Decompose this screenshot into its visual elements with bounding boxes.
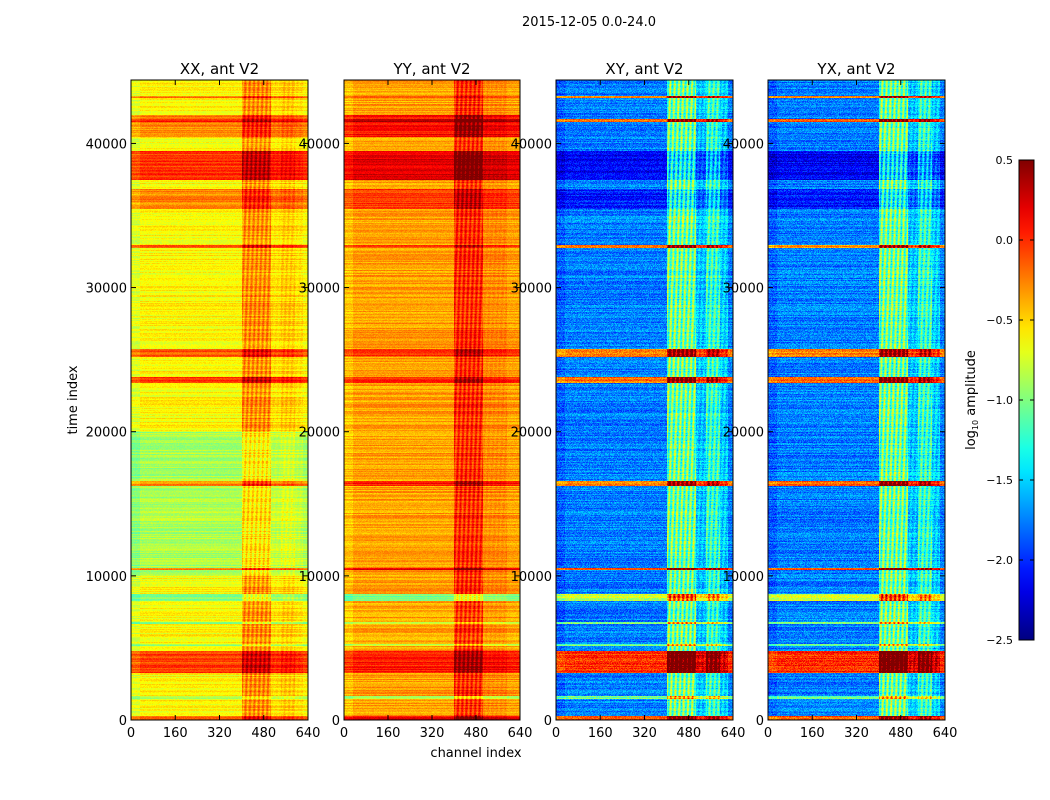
colorbar-tick-label: −1.5 [986,474,1013,487]
y-tick-label: 40000 [723,137,764,152]
x-tick-label: 0 [340,726,348,741]
x-tick-label: 0 [127,726,135,741]
x-tick-label: 0 [764,726,772,741]
x-tick-label: 320 [420,726,445,741]
x-tick-label: 320 [207,726,232,741]
panel-title-xx: XX, ant V2 [180,60,259,78]
y-tick-label: 20000 [511,426,552,441]
x-tick-label: 160 [163,726,188,741]
x-tick-label: 640 [296,726,321,741]
x-tick-label: 640 [933,726,958,741]
x-tick-label: 640 [721,726,746,741]
figure-title: 2015-12-05 0.0-24.0 [522,15,656,30]
panel-frame-xx [130,79,309,721]
y-tick-label: 0 [544,714,552,729]
x-tick-label: 160 [588,726,613,741]
y-tick-label: 10000 [86,570,127,585]
colorbar-tick-label: 0.5 [996,154,1014,167]
colorbar-tick-label: 0.0 [996,234,1014,247]
panel-title-yx: YX, ant V2 [816,60,895,78]
colorbar-tick-label: −2.5 [986,634,1013,647]
colorbar-tick-label: −2.0 [986,554,1013,567]
y-tick-label: 30000 [511,282,552,297]
y-tick-label: 30000 [86,282,127,297]
heatmap-yy [344,80,520,720]
colorbar-tick-label: −0.5 [986,314,1013,327]
heatmap-xx [131,80,308,720]
x-axis-label: channel index [430,746,521,761]
y-tick-label: 30000 [299,282,340,297]
x-tick-label: 480 [676,726,701,741]
y-tick-label: 0 [332,714,340,729]
y-tick-label: 10000 [511,570,552,585]
heatmap-xy [556,80,733,720]
panel-title-xy: XY, ant V2 [605,60,683,78]
x-tick-label: 320 [632,726,657,741]
y-tick-label: 30000 [723,282,764,297]
heatmap-yx [768,80,945,720]
x-tick-label: 320 [844,726,869,741]
panel-frame-yx [767,79,946,721]
y-tick-label: 20000 [86,426,127,441]
y-tick-label: 20000 [299,426,340,441]
x-tick-label: 480 [251,726,276,741]
y-tick-label: 10000 [299,570,340,585]
y-tick-label: 40000 [511,137,552,152]
y-tick-label: 10000 [723,570,764,585]
x-tick-label: 480 [464,726,489,741]
panel-frame-yy [343,79,521,721]
x-tick-label: 160 [376,726,401,741]
y-tick-label: 0 [756,714,764,729]
y-tick-label: 40000 [299,137,340,152]
x-tick-label: 480 [888,726,913,741]
x-tick-label: 640 [508,726,533,741]
y-tick-label: 20000 [723,426,764,441]
colorbar-label: log10 amplitude [964,350,980,450]
panel-title-yy: YY, ant V2 [392,60,470,78]
x-tick-label: 0 [552,726,560,741]
x-tick-label: 160 [800,726,825,741]
y-axis-label: time index [66,365,81,434]
panel-frame-xy [555,79,734,721]
colorbar-tick-label: −1.0 [986,394,1013,407]
y-tick-label: 0 [119,714,127,729]
y-tick-label: 40000 [86,137,127,152]
